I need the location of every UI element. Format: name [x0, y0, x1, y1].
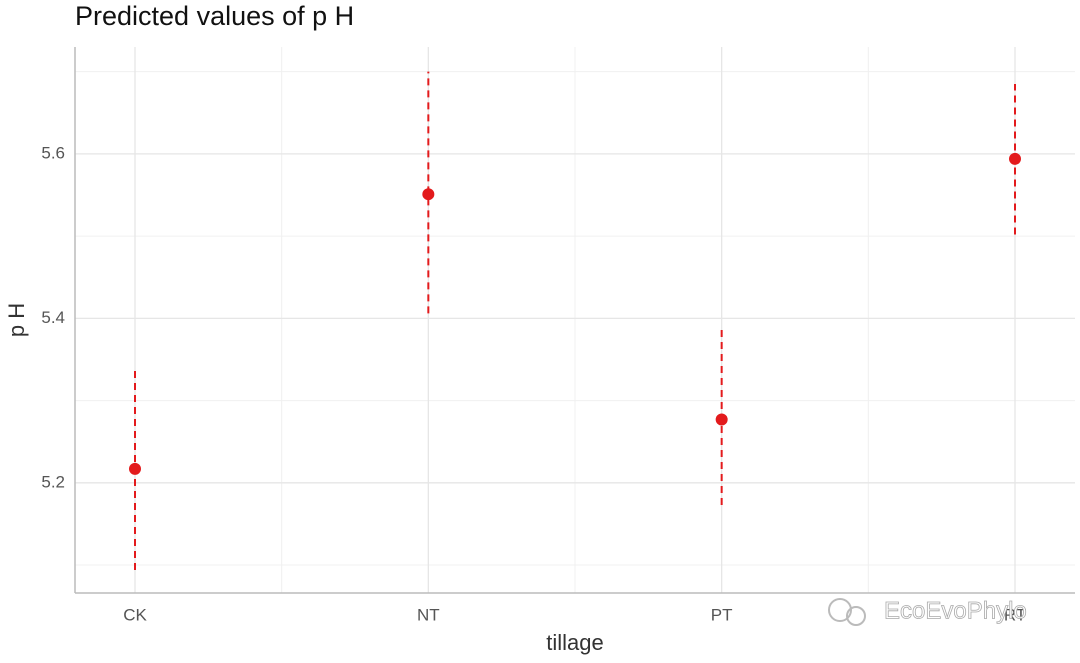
- watermark-text: EcoEvoPhylo: [884, 597, 1027, 624]
- watermark-icon: [846, 606, 866, 626]
- watermark-icon: [828, 598, 852, 622]
- point: [422, 188, 435, 201]
- x-tick-label: CK: [123, 605, 147, 624]
- chart-title: Predicted values of p H: [75, 1, 354, 31]
- y-tick-label: 5.4: [41, 308, 65, 327]
- watermark: EcoEvoPhylo: [828, 597, 1027, 626]
- x-tick-label: PT: [711, 605, 733, 624]
- x-tick-label: RT: [1004, 605, 1026, 624]
- point: [715, 413, 728, 426]
- y-axis-label: p H: [4, 303, 29, 337]
- point: [129, 462, 141, 475]
- point: [1009, 152, 1021, 165]
- x-axis-label: tillage: [546, 630, 603, 655]
- x-tick-label: NT: [417, 605, 440, 624]
- y-tick-label: 5.2: [41, 472, 65, 491]
- y-tick-label: 5.6: [41, 143, 65, 162]
